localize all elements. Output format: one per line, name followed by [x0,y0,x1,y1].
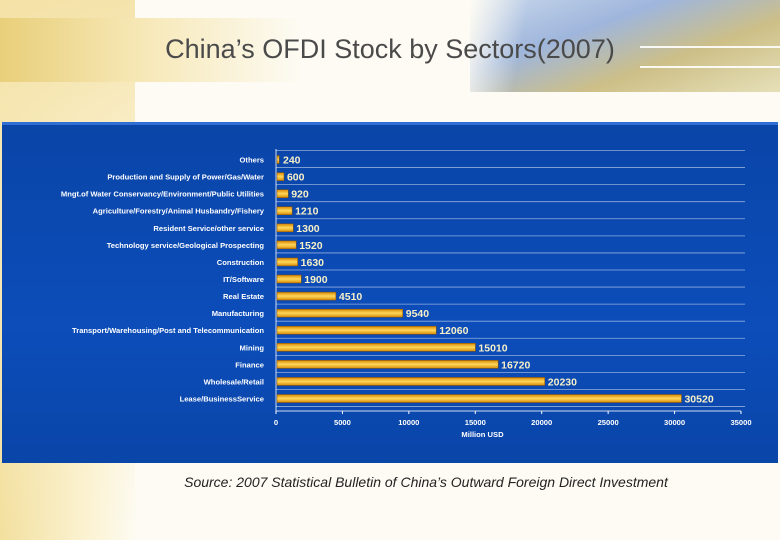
bar [276,377,546,386]
x-tick-label: 0 [274,418,278,427]
category-label: Finance [235,360,264,369]
category-label: Transport/Warehousing/Post and Telecommu… [72,326,264,335]
category-label: Technology service/Geological Prospectin… [107,241,265,250]
value-label: 1520 [299,240,323,252]
decorative-title-band [0,18,300,82]
value-label: 9540 [406,308,430,320]
decorative-wave-lines [640,46,780,68]
value-label: 1210 [295,206,319,218]
bar [276,223,294,233]
slide-title: China’s OFDI Stock by Sectors(2007) [165,34,615,64]
bar [276,360,499,369]
bar [276,274,302,284]
category-label: Mining [240,343,265,352]
x-tick-label: 20000 [531,418,552,427]
value-label: 240 [283,155,301,167]
bar [276,325,437,335]
bar [276,206,293,215]
value-label: 1300 [296,223,320,235]
x-tick-label: 15000 [465,418,486,427]
bar [276,240,297,250]
x-tick-label: 30000 [664,418,685,427]
bar [276,172,285,181]
x-tick-label: 5000 [334,418,351,427]
category-label: Construction [217,258,265,267]
value-label: 20230 [548,376,577,388]
bar-chart: Others 240 Production and Supply of Power/… [61,149,752,439]
category-label: Manufacturing [212,309,265,318]
value-label: 1900 [304,274,328,286]
x-tick-label: 25000 [598,418,619,427]
x-tick-label: 10000 [398,418,419,427]
bar [276,291,337,301]
category-label: Resident Service/other service [153,224,264,233]
bar [276,343,476,352]
value-label: 16720 [501,359,530,371]
category-label: IT/Software [223,275,264,284]
value-label: 600 [287,172,305,184]
category-label: Wholesale/Retail [204,377,264,386]
value-label: 12060 [439,325,468,337]
value-label: 1630 [301,257,325,269]
category-label: Real Estate [223,292,264,301]
category-label: Lease/BusinessService [180,395,264,404]
source-note: Source: 2007 Statistical Bulletin of Chi… [184,474,668,490]
category-label: Agriculture/Forestry/Animal Husbandry/Fi… [93,207,265,216]
chart-panel: Others 240 Production and Supply of Power/… [2,122,778,463]
value-label: 920 [291,189,309,201]
x-tick-label: 35000 [730,418,751,427]
value-label: 4510 [339,291,363,303]
bar [276,394,682,403]
x-axis-title: Million USD [461,430,504,439]
value-label: 30520 [684,394,713,406]
category-label: Mngt.of Water Conservancy/Environment/Pu… [61,190,264,199]
bar [276,308,403,318]
bar [276,257,298,267]
bar [276,189,289,198]
value-label: 15010 [478,342,507,354]
category-label: Production and Supply of Power/Gas/Water [107,173,264,182]
bar [276,155,280,164]
category-label: Others [240,156,264,165]
